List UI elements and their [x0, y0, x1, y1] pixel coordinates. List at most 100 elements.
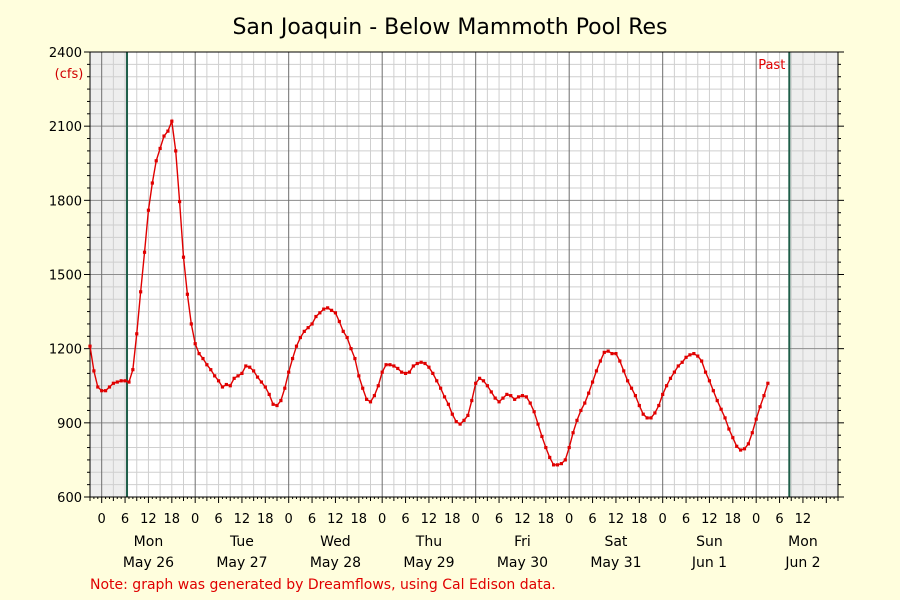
data-point: [220, 385, 225, 389]
data-point: [594, 369, 599, 373]
x-tick-label: 6: [775, 512, 783, 527]
x-tick-label: 0: [565, 512, 573, 527]
data-point: [368, 400, 373, 404]
data-point: [302, 329, 306, 333]
x-tick-label: 6: [214, 512, 222, 527]
data-point: [388, 363, 392, 367]
data-point: [392, 364, 396, 368]
data-point: [563, 458, 567, 462]
data-point: [645, 416, 649, 420]
x-tick-label: 0: [191, 512, 199, 527]
x-tick-label: 6: [682, 512, 690, 527]
data-point: [318, 311, 322, 315]
data-point: [540, 434, 544, 439]
data-point: [271, 402, 275, 406]
data-point: [365, 397, 369, 401]
data-point: [622, 369, 626, 373]
data-point: [610, 352, 614, 356]
data-point: [711, 389, 715, 393]
data-point: [629, 386, 634, 390]
data-point: [111, 381, 115, 385]
data-point: [279, 398, 283, 403]
data-point: [493, 396, 497, 400]
x-tick-label: 18: [257, 512, 274, 527]
day-date-label: May 31: [590, 555, 641, 571]
data-point: [485, 384, 489, 388]
data-point: [579, 408, 583, 413]
data-point: [707, 379, 712, 383]
data-point: [703, 370, 708, 374]
data-point: [154, 159, 158, 163]
x-tick-label: 0: [752, 512, 760, 527]
data-point: [606, 349, 610, 353]
data-point: [520, 394, 525, 398]
data-point: [481, 379, 486, 383]
x-tick-label: 12: [140, 512, 157, 527]
data-point: [216, 379, 221, 383]
x-tick-label: 12: [701, 512, 718, 527]
data-point: [439, 386, 443, 390]
data-point: [376, 384, 380, 388]
x-tick-label: 18: [351, 512, 368, 527]
data-point: [372, 394, 376, 398]
x-tick-label: 18: [725, 512, 742, 527]
x-tick-label: 12: [421, 512, 438, 527]
data-point: [668, 376, 673, 380]
y-tick-label: 900: [57, 417, 82, 432]
data-point: [700, 359, 704, 363]
data-point: [750, 431, 754, 435]
x-tick-label: 18: [631, 512, 648, 527]
x-tick-label: 6: [588, 512, 596, 527]
x-tick-label: 6: [401, 512, 409, 527]
data-point: [692, 352, 696, 356]
data-point: [326, 306, 330, 310]
data-point: [532, 410, 536, 414]
data-point: [746, 442, 750, 446]
y-unit-label: (cfs): [55, 67, 84, 82]
data-point: [100, 389, 104, 393]
data-point: [559, 462, 563, 466]
data-point: [684, 355, 688, 359]
x-tick-label: 0: [98, 512, 106, 527]
x-tick-label: 0: [659, 512, 667, 527]
y-tick-label: 1800: [49, 194, 82, 209]
data-point: [680, 360, 684, 364]
x-tick-label: 12: [514, 512, 531, 527]
chart-title: San Joaquin - Below Mammoth Pool Res: [232, 15, 667, 40]
data-point: [193, 342, 197, 346]
data-point: [298, 335, 302, 340]
x-tick-label: 6: [495, 512, 503, 527]
data-point: [135, 332, 139, 336]
day-date-label: Jun 1: [691, 555, 727, 571]
data-point: [275, 403, 279, 408]
day-weekday-label: Sat: [604, 534, 627, 550]
data-point: [228, 384, 232, 388]
data-point: [411, 364, 415, 368]
data-point: [96, 385, 100, 389]
data-point: [719, 407, 723, 411]
data-point: [205, 363, 209, 367]
data-point: [758, 405, 762, 409]
past-label: Past: [758, 58, 785, 73]
data-point: [178, 199, 182, 204]
data-point: [92, 369, 96, 373]
data-point: [528, 401, 532, 405]
data-point: [688, 353, 692, 357]
data-point: [602, 350, 606, 354]
x-tick-label: 18: [164, 512, 181, 527]
day-date-label: May 26: [123, 555, 174, 571]
x-tick-label: 12: [234, 512, 251, 527]
data-point: [248, 365, 252, 369]
day-weekday-label: Mon: [134, 534, 164, 550]
data-point: [427, 365, 431, 369]
data-point: [115, 380, 119, 384]
data-point: [255, 375, 260, 379]
data-point: [306, 326, 310, 330]
day-weekday-label: Mon: [788, 534, 818, 550]
data-point: [357, 374, 361, 378]
data-point: [107, 385, 112, 389]
data-point: [598, 359, 602, 363]
data-point: [263, 385, 267, 389]
data-point: [380, 370, 384, 374]
data-point: [552, 463, 556, 467]
